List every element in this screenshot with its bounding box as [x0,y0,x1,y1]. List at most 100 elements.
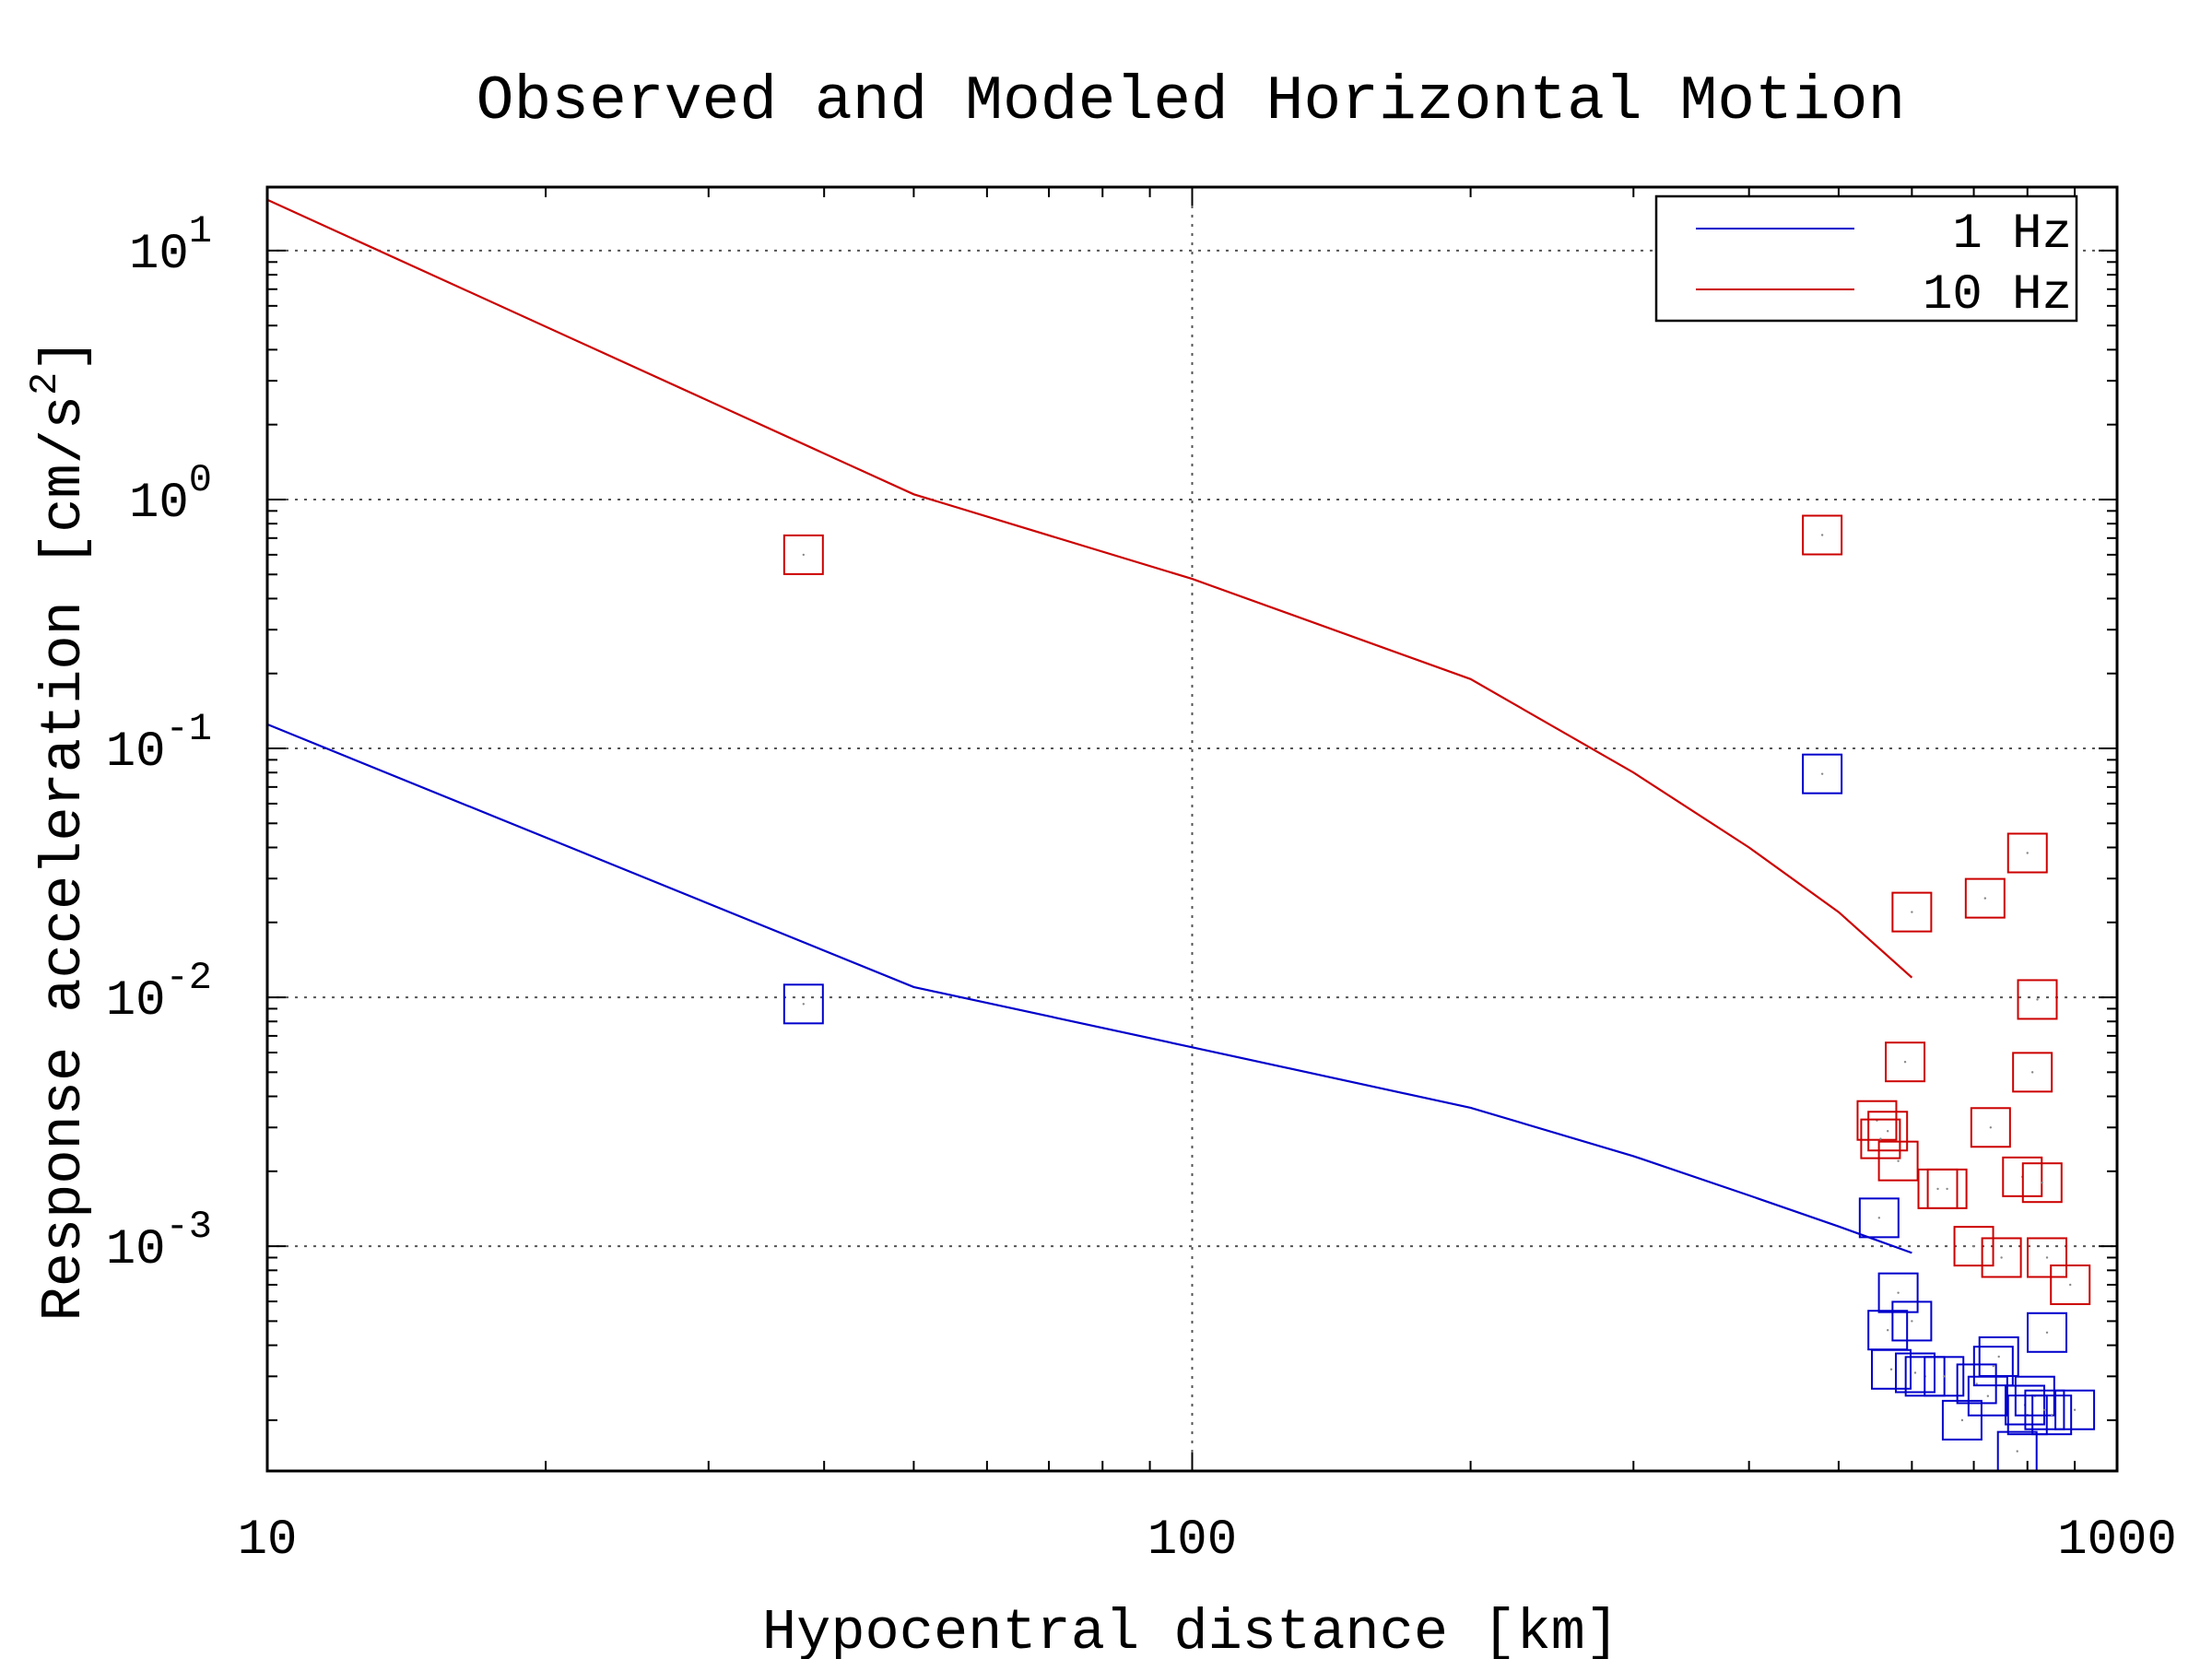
observed-point-center [1972,1244,1975,1248]
observed-point-1hz [782,983,824,1025]
y-tick-label: 100 [129,458,212,532]
observed-point-10hz [2017,979,2058,1020]
observed-point-center [1897,1291,1900,1294]
observed-point-1hz [2027,1312,2068,1353]
observed-point-1hz [1871,1348,1912,1390]
observed-point-center [1911,911,1913,913]
observed-point-10hz [1953,1226,1994,1267]
observed-point-1hz [2024,1389,2065,1430]
observed-point-center [1886,1328,1889,1332]
observed-point-1hz [1802,753,1843,794]
observed-point-10hz [2050,1264,2091,1305]
observed-point-center [1960,1418,1964,1422]
observed-point-1hz [1891,1300,1933,1342]
legend-label-10hz: 10 Hz [1923,267,2072,324]
observed-point-center [2041,1181,2043,1184]
observed-point-center [1877,1217,1881,1219]
x-tick-label: 100 [1147,1512,1237,1569]
plot-frame [265,185,2119,1473]
observed-point-1hz [1858,1197,1900,1239]
observed-point-center [1983,897,1987,900]
observed-point-1hz [1924,1356,1965,1397]
observed-point-center [1946,1187,1948,1191]
y-axis-label: Response acceleration [cm/s2] [23,337,97,1321]
observed-point-10hz [1981,1237,2022,1278]
observed-point-center [1879,1137,1882,1140]
observed-point-center [2030,1071,2034,1074]
grid [267,187,2117,1471]
x-axis-label: Hypocentral distance [km] [762,1600,1619,1659]
observed-point-center [1992,1364,1995,1368]
observed-point-center [802,553,806,557]
y-axis-label-main: Response acceleration [cm/s [31,395,97,1322]
observed-point-center [1903,1060,1907,1064]
observed-point-10hz [1877,1140,1919,1182]
observed-point-center [1820,534,1824,536]
observed-point-center [1913,1371,1917,1374]
y-tick-label: 101 [129,209,212,283]
x-tick-label: 1000 [2057,1512,2177,1569]
observed-point-center [1820,772,1824,775]
observed-point-10hz [1970,1107,2011,1148]
model-lines [266,198,1913,1254]
observed-point-center [2016,1450,2018,1453]
observed-point-center [2036,998,2039,1001]
y-axis-label-superscript: 2 [23,372,67,395]
observed-point-1hz [1877,1272,1919,1313]
y-tick-label: 10-2 [106,956,212,1030]
legend: 1 Hz 10 Hz [1654,194,2078,324]
observed-point-center [1911,1320,1913,1323]
observed-point-1hz [2031,1394,2073,1436]
y-tick-label: 10-1 [106,707,212,781]
observed-point-1hz [1972,1346,2014,1387]
observed-point-center [2050,1413,2053,1417]
observed-point-center [2045,1256,2049,1259]
y-axis-label-end: ] [31,337,97,371]
observed-point-center [2000,1256,2003,1259]
observed-point-center [1943,1375,1946,1378]
observed-point-10hz [1964,877,2006,919]
observed-point-10hz [1802,514,1843,556]
observed-point-center [2026,852,2029,854]
observed-point-center [2043,1408,2046,1411]
observed-point-10hz [2012,1052,2053,1093]
observed-point-center [1889,1368,1893,1371]
observed-point-10hz [1867,1111,1909,1152]
observed-point-10hz [782,534,824,575]
observed-point-1hz [1894,1352,1936,1394]
observed-point-center [2073,1408,2077,1411]
observed-point-10hz [1926,1168,1968,1209]
observed-point-center [1886,1130,1889,1133]
observed-point-10hz [1860,1118,1901,1159]
chart-title: Observed and Modeled Horizontal Motion [477,66,1906,137]
observed-point-10hz [1856,1100,1898,1141]
model-line-10hz [266,198,1913,979]
observed-point-center [802,1003,806,1006]
legend-label-1hz: 1 Hz [1952,206,2072,263]
observed-point-10hz [2006,832,2048,874]
model-line-1hz [266,723,1912,1254]
observed-point-1hz [1956,1363,1997,1405]
observed-markers [782,514,2096,1472]
x-tick-label: 10 [238,1512,298,1569]
observed-point-10hz [2027,1237,2068,1278]
observed-point-center [1936,1187,1939,1191]
legend-box [1654,194,2078,323]
observed-point-center [2069,1283,2072,1287]
observed-point-center [1897,1159,1900,1162]
observed-point-center [1997,1355,2000,1359]
observed-point-center [1989,1126,1993,1129]
observed-point-10hz [1885,1041,1926,1083]
y-tick-label: 10-3 [106,1205,212,1278]
x-tick-labels: 10 100 1000 [238,1512,2177,1569]
observed-point-10hz [2021,1162,2063,1204]
observed-point-center [1986,1394,1990,1397]
observed-point-center [1975,1382,1978,1385]
observed-point-1hz [1941,1399,1983,1441]
observed-point-1hz [1978,1335,2019,1377]
observed-point-10hz [1891,891,1933,933]
y-tick-labels: 10-3 10-2 10-1 100 101 [106,209,212,1278]
axis-ticks [266,187,2117,1471]
observed-point-1hz [2054,1389,2096,1430]
